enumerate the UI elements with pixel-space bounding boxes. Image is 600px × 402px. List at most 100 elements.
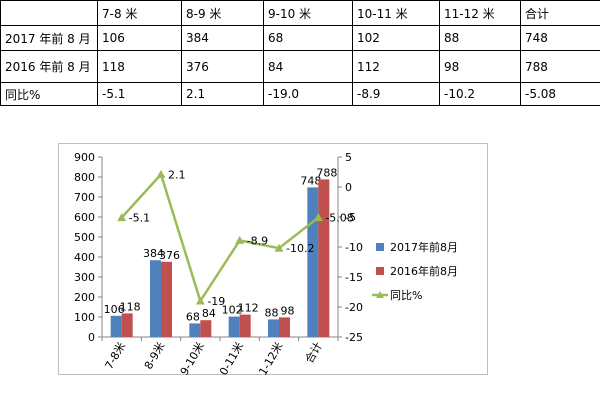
table-header-cell: 8-9 米: [181, 0, 264, 26]
y-left-tick-label: 700: [74, 191, 95, 204]
bar-data-label: 68: [186, 310, 200, 323]
combo-chart: 0 100 200 300 400 500 600 700 800 900 -25 -20 -15 -10…: [58, 143, 488, 375]
bar-2016: [239, 314, 251, 337]
bar-2017: [150, 260, 161, 337]
table-header-cell: [0, 0, 98, 26]
y-left-tick-label: 300: [74, 271, 95, 284]
table-cell: 106: [97, 25, 182, 51]
bar-data-label: 748: [300, 174, 321, 187]
table-row: 2016 年前 8 月 118 376 84 112 98 788: [0, 50, 600, 83]
line-marker: [274, 243, 284, 252]
bar-2016: [318, 179, 330, 337]
line-marker: [195, 296, 205, 305]
bar-2017: [307, 187, 319, 337]
bar-data-label: 112: [238, 302, 259, 315]
table-row-label: 同比%: [0, 82, 98, 106]
y-right-tick-label: -5: [345, 211, 356, 224]
table-cell: 88: [439, 25, 521, 51]
line-marker: [117, 213, 127, 222]
y-left-tick-label: 900: [74, 151, 95, 164]
table-header-row: 7-8 米 8-9 米 9-10 米 10-11 米 11-12 米合计: [0, 0, 600, 26]
x-tick-label: 10-11米: [214, 340, 247, 375]
y-right-tick-label: -20: [345, 301, 363, 314]
legend-swatch: [376, 243, 384, 251]
table-cell: 112: [352, 50, 440, 83]
table-header-cell: 9-10 米: [263, 0, 353, 26]
table-cell: 84: [263, 50, 353, 83]
x-tick-label: 11-12米: [253, 340, 286, 375]
bar-data-label: 102: [222, 304, 243, 317]
line-marker: [313, 212, 323, 221]
table-cell: -10.2: [439, 82, 521, 106]
line-marker: [235, 235, 245, 244]
x-tick-label: 9-10米: [178, 340, 207, 375]
bar-data-label: 98: [281, 304, 295, 317]
table-row-label: 2017 年前 8 月: [0, 25, 98, 51]
y-right-tick-label: -10: [345, 241, 363, 254]
line-data-label: 2.1: [168, 168, 186, 181]
line-yoy: [120, 173, 320, 303]
y-left-tick-label: 600: [74, 211, 95, 224]
bar-data-label: 84: [202, 307, 216, 320]
y-right-tick-label: 5: [345, 151, 352, 164]
line-data-label: -5.08: [325, 211, 353, 224]
table-cell: -8.9: [352, 82, 440, 106]
bar-2017: [268, 319, 279, 337]
line-data-label: -5.1: [129, 212, 150, 225]
table-row-label: 2016 年前 8 月: [0, 50, 98, 83]
bar-data-label: 376: [159, 249, 180, 262]
bar-data-label: 106: [104, 303, 125, 316]
table-header-cell: 7-8 米: [97, 0, 182, 26]
line-data-label: -10.2: [286, 242, 314, 255]
bar-data-label: 88: [265, 306, 279, 319]
y-left-tick-label: 500: [74, 231, 95, 244]
x-tick-label: 合计: [302, 340, 325, 366]
legend-marker: [376, 291, 384, 298]
bar-2016: [161, 261, 172, 337]
table-header-cell: 10-11 米: [352, 0, 440, 26]
table-cell: -5.08: [520, 82, 600, 106]
y-left-tick-label: 100: [74, 311, 95, 324]
bar-2017: [110, 315, 122, 337]
y-left-tick-label: 0: [88, 331, 95, 344]
table-cell: 2.1: [181, 82, 264, 106]
legend-label: 2017年前8月: [390, 240, 458, 254]
chart-frame: [58, 143, 488, 375]
bar-data-label: 384: [143, 247, 164, 260]
bar-2016: [121, 313, 133, 337]
line-marker: [156, 169, 166, 178]
table-header-cell: 合计: [520, 0, 600, 26]
y-left-tick-label: 200: [74, 291, 95, 304]
y-right-tick-label: 0: [345, 181, 352, 194]
table-cell: 98: [439, 50, 521, 83]
y-right-tick-label: -15: [345, 271, 363, 284]
y-right-tick-label: -25: [345, 331, 363, 344]
bar-data-label: 788: [316, 166, 337, 179]
legend-label: 2016年前8月: [390, 264, 458, 278]
table-cell: 748: [520, 25, 600, 51]
table-cell: 788: [520, 50, 600, 83]
table-cell: 384: [181, 25, 264, 51]
table-row: 2017 年前 8 月 106 384 68 102 88 748: [0, 25, 600, 51]
y-left-tick-label: 400: [74, 251, 95, 264]
table-cell: 68: [263, 25, 353, 51]
legend-swatch: [376, 267, 384, 275]
table-row: 同比% -5.1 2.1 -19.0 -8.9 -10.2 -5.08: [0, 82, 600, 106]
bar-data-label: 118: [120, 300, 141, 313]
table-cell: -5.1: [97, 82, 182, 106]
legend-label: 同比%: [390, 289, 422, 302]
x-tick-label: 8-9米: [142, 340, 168, 372]
table-cell: -19.0: [263, 82, 353, 106]
bar-2016: [200, 320, 212, 337]
line-data-label: -19: [207, 295, 225, 308]
bar-2017: [228, 316, 240, 337]
table-cell: 376: [181, 50, 264, 83]
x-tick-label: 7-8米: [103, 340, 129, 372]
bar-2017: [189, 323, 201, 337]
y-left-tick-label: 800: [74, 171, 95, 184]
data-table: 7-8 米 8-9 米 9-10 米 10-11 米 11-12 米合计 2017 年前 …: [0, 0, 600, 106]
bar-2016: [279, 317, 290, 337]
line-data-label: -8.9: [247, 234, 268, 247]
table-cell: 118: [97, 50, 182, 83]
table-header-cell: 11-12 米: [439, 0, 521, 26]
